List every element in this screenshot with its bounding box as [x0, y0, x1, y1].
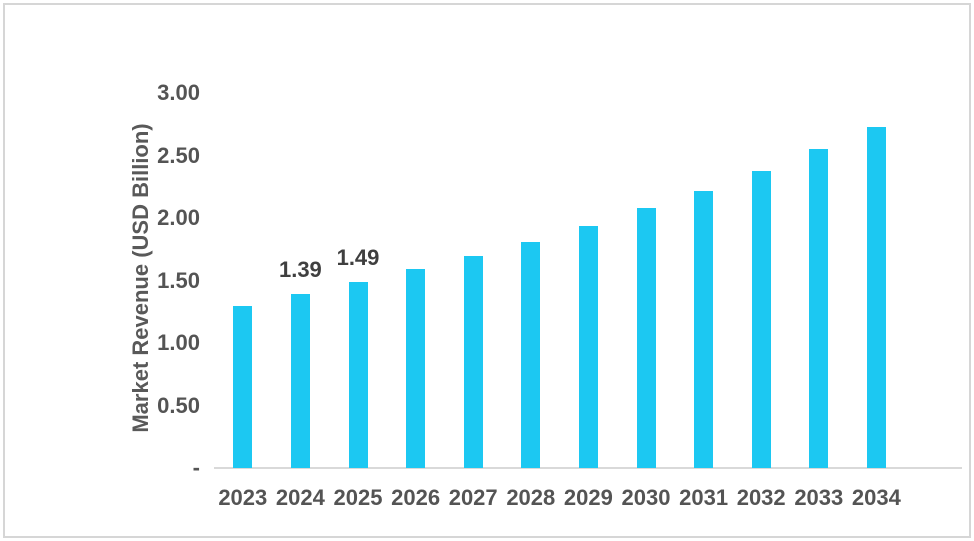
- x-axis-tick-label: 2027: [448, 485, 498, 510]
- bar-2034: [866, 126, 886, 468]
- x-axis-tick-label: 2024: [275, 485, 325, 510]
- bar-2029: [578, 225, 598, 468]
- data-label-2024: 1.39: [278, 257, 322, 283]
- x-axis-line: [214, 467, 962, 469]
- x-axis-tick-label: 2033: [794, 485, 844, 510]
- bar-2032: [751, 170, 771, 468]
- bar-2027: [463, 255, 483, 468]
- x-axis-tick-label: 2023: [218, 485, 268, 510]
- bar-2031: [694, 190, 714, 468]
- x-axis-tick-label: 2025: [333, 485, 383, 510]
- bar-2033: [809, 149, 829, 468]
- x-axis-tick-label: 2026: [391, 485, 441, 510]
- x-axis-tick-label: 2031: [679, 485, 729, 510]
- y-axis-tick-label: 2.00: [157, 205, 200, 230]
- y-axis-tick-label: 0.50: [157, 392, 200, 418]
- bar-2026: [406, 269, 426, 468]
- x-axis-tick-label: 2034: [851, 485, 901, 510]
- y-axis-tick-label: 3.00: [157, 80, 200, 105]
- x-axis-tick-label: 2028: [506, 485, 556, 510]
- x-axis-tick-label: 2030: [621, 485, 671, 510]
- x-axis-tick-label: 2032: [736, 485, 786, 510]
- bar-2025: [348, 281, 368, 468]
- bar-2023: [233, 305, 253, 468]
- bar-2024: [290, 294, 310, 468]
- bar-2028: [521, 241, 541, 468]
- y-axis-tick-label: 1.50: [157, 267, 200, 293]
- bar-2030: [636, 208, 656, 468]
- y-axis-tick-label: -: [192, 455, 200, 480]
- data-label-2025: 1.49: [336, 244, 380, 270]
- y-axis-tick-label: 2.50: [157, 142, 200, 168]
- y-axis-tick-label: 1.00: [157, 330, 200, 355]
- x-axis-tick-label: 2029: [563, 485, 613, 510]
